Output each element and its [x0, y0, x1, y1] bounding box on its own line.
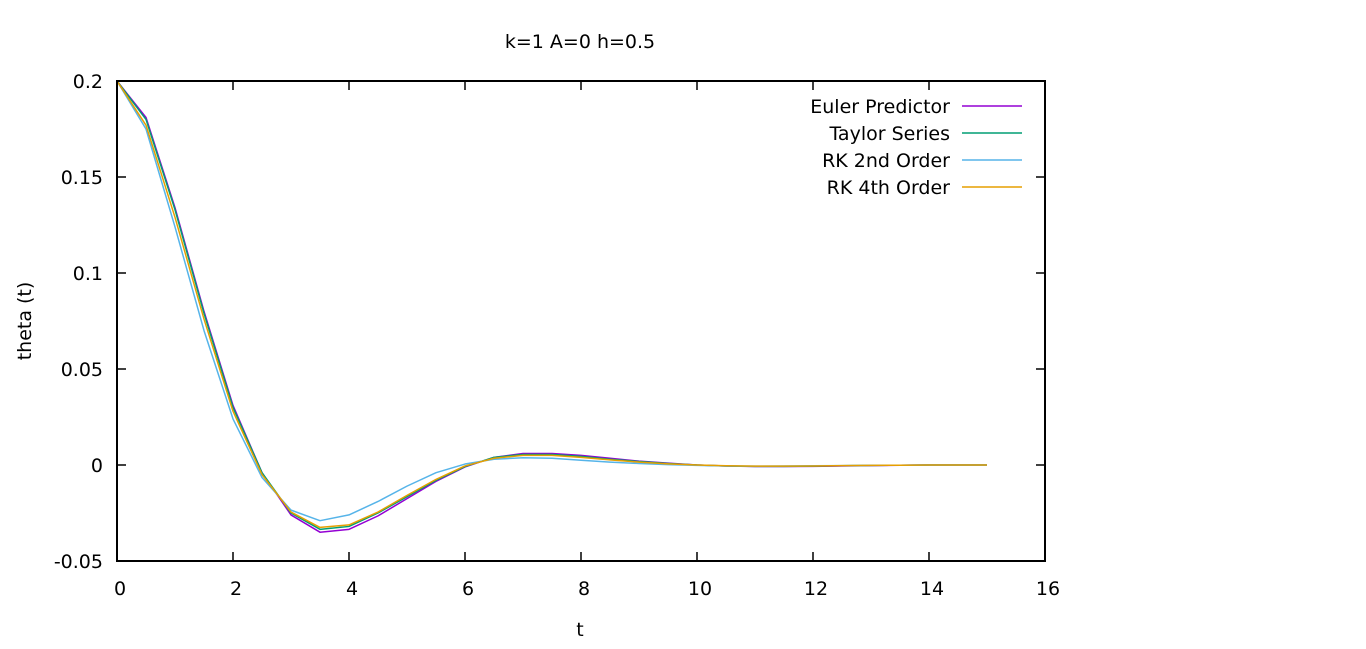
- plot-series: [116, 80, 987, 533]
- legend-label: RK 4th Order: [827, 177, 951, 199]
- y-tick-label: 0: [91, 455, 103, 477]
- series-line-1: [116, 80, 987, 533]
- x-tick-label: 8: [578, 578, 590, 600]
- legend-label: Taylor Series: [828, 123, 950, 145]
- legend-label: Euler Predictor: [810, 96, 950, 118]
- chart-title: k=1 A=0 h=0.5: [505, 31, 655, 53]
- x-tick-label: 16: [1036, 578, 1060, 600]
- series-line-2: [116, 80, 987, 531]
- y-tick-label: 0.05: [61, 359, 103, 381]
- y-tick-label: 0.1: [73, 263, 103, 285]
- x-tick-label: 0: [114, 578, 126, 600]
- y-axis-label: theta (t): [14, 282, 36, 361]
- plot-frame: [116, 80, 1046, 562]
- series-line-4: [116, 80, 987, 529]
- x-tick-label: 12: [804, 578, 828, 600]
- y-tick-label: 0.15: [61, 167, 103, 189]
- x-axis-label: t: [576, 619, 583, 641]
- legend: Euler Predictor Taylor Series RK 2nd Order…: [810, 96, 1022, 199]
- y-tick-label: 0.2: [73, 71, 103, 93]
- x-tick-label: 10: [688, 578, 712, 600]
- legend-label: RK 2nd Order: [822, 150, 950, 172]
- x-tick-label: 2: [230, 578, 242, 600]
- y-tick-label: -0.05: [54, 551, 103, 573]
- x-tick-label: 6: [462, 578, 474, 600]
- x-tick-label: 4: [346, 578, 358, 600]
- axis-ticks: 0 2 4 6 8 10 12 14 16 -0.05 0 0.05 0.1 0.15 0.2: [54, 71, 1060, 600]
- x-tick-label: 14: [920, 578, 944, 600]
